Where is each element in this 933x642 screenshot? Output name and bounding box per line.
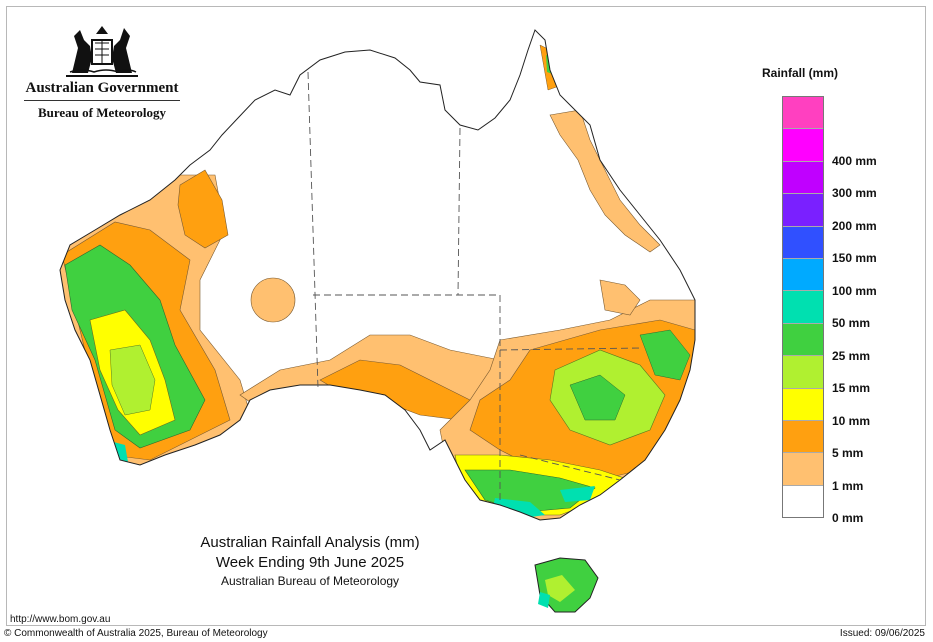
legend-label: 25 mm (832, 348, 871, 363)
legend-label: 10 mm (832, 413, 871, 428)
legend-swatch (783, 420, 823, 454)
state-borders (307, 71, 641, 505)
legend-swatch (783, 485, 823, 518)
legend-label: 150 mm (832, 251, 877, 266)
legend-swatch (783, 161, 823, 195)
legend-label: 400 mm (832, 153, 877, 168)
legend-swatch (783, 258, 823, 292)
map-title: Australian Rainfall Analysis (mm) (200, 534, 420, 551)
legend-label: 0 mm (832, 511, 864, 525)
government-logo: Australian Government Bureau of Meteorol… (18, 18, 186, 136)
mainland-outline (59, 29, 696, 521)
legend-title: Rainfall (mm) (762, 66, 839, 80)
legend-label: 200 mm (832, 218, 877, 233)
agency-name: Bureau of Meteorology (37, 105, 167, 120)
legend-swatch (783, 323, 823, 357)
legend-swatch (783, 291, 823, 324)
legend-swatch (783, 388, 823, 421)
map-source: Australian Bureau of Meteorology (220, 574, 400, 588)
legend-label: 1 mm (832, 478, 864, 493)
legend-label: 15 mm (832, 381, 871, 396)
legend-label: 100 mm (832, 283, 877, 298)
map-caption: Australian Rainfall Analysis (mm) Week E… (170, 534, 450, 588)
issued-date: Issued: 09/06/2025 (839, 628, 925, 639)
legend-swatch (783, 194, 823, 227)
coat-of-arms-icon (66, 26, 138, 77)
legend-swatch (783, 453, 823, 486)
legend-swatch (783, 356, 823, 389)
legend-label: 5 mm (832, 446, 864, 461)
website-link[interactable]: http://www.bom.gov.au (10, 614, 111, 625)
legend-swatch (783, 226, 823, 259)
legend-colorbar (782, 96, 824, 518)
copyright-notice: © Commonwealth of Australia 2025, Bureau… (4, 628, 268, 639)
legend-label: 300 mm (832, 186, 877, 201)
logo-divider (24, 100, 180, 101)
legend-label: 50 mm (832, 316, 871, 331)
government-name: Australian Government (25, 80, 179, 96)
legend-swatch (783, 129, 823, 162)
tasmania (534, 557, 599, 613)
rainfall-legend: Rainfall (mm) 400 mm 300 mm 200 mm 150 mm 10… (760, 66, 880, 536)
map-period: Week Ending 9th June 2025 (215, 554, 405, 571)
legend-swatch (783, 97, 823, 130)
